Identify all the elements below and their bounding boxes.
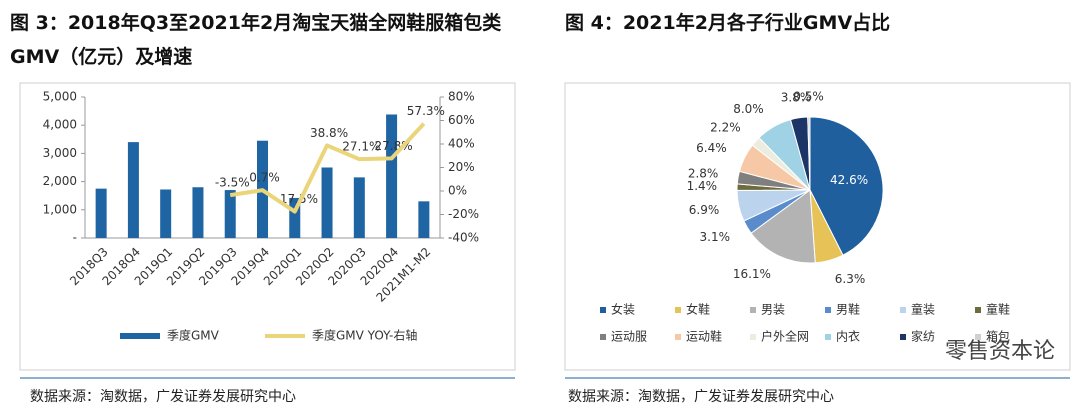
legend-swatch [825,307,831,313]
pie-slice [809,116,884,256]
bar [289,197,301,238]
data-label: 27.1% [342,140,380,154]
source: 数据来源：淘数据，广发证券发展研究中心 [568,389,834,405]
legend-label: 箱包 [986,329,1010,344]
data-label: 3.8% [781,91,812,105]
legend-swatch [900,307,906,313]
y2-tick-label: -20% [448,207,479,221]
bar [127,142,139,238]
legend-label: 女装 [611,302,635,317]
y2-tick-label: 60% [448,113,475,127]
bar [192,187,204,238]
data-label: 6.4% [696,141,727,155]
data-label: 0.7% [249,171,280,185]
legend-swatch [750,334,756,340]
bar [418,201,430,238]
legend-label: 季度GMV YOY-右轴 [312,328,417,343]
y-tick-label: 2,000 [43,174,77,188]
legend-label: 家纺 [911,329,935,344]
y2-tick-label: 80% [448,90,475,104]
bar [386,114,398,238]
bar [95,188,107,238]
y-tick-label: 3,000 [43,146,77,160]
bar [353,177,365,238]
legend-label: 内衣 [836,329,860,344]
pie-slice [807,116,811,191]
chart-title: 图 4：2021年2月各子行业GMV占比 [565,12,891,34]
legend-swatch [600,307,606,313]
y-tick-label: 4,000 [43,118,77,132]
data-label: -3.5% [215,176,250,190]
legend-swatch [825,334,831,340]
data-label: 57.3% [407,104,445,118]
legend-label: 男装 [761,303,785,317]
line [229,122,426,214]
chart: 零售资本论 42.6% 女装 6.3% 女鞋 16.1% 男装 3.1% 男鞋 6.9% 童装 1.… [564,82,1071,379]
bar [160,189,172,238]
y-tick-label: 1,000 [43,202,77,216]
y-tick-label: 5,000 [43,90,77,104]
data-label: 3.1% [700,230,731,244]
legend-swatch [750,307,756,313]
y2-tick-label: 40% [448,137,475,151]
bar [321,167,333,238]
legend-swatch [975,307,981,313]
y2-tick-label: 0% [448,184,467,198]
data-label: 1.4% [687,179,718,193]
frame [19,82,516,371]
data-label: -17.5% [276,192,318,206]
legend-swatch [975,334,981,340]
legend-swatch [120,333,160,339]
frame [564,82,1071,371]
data-label: 16.1% [733,267,771,281]
data-label: 0.5% [793,90,824,104]
legend-label: 童装 [911,302,935,317]
legend-label: 季度GMV [167,328,220,343]
y2-tick-label: 20% [448,160,475,174]
legend-swatch [900,334,906,340]
data-label: 6.3% [835,272,866,286]
chart: - 1,000 2,000 3,000 4,000 5,000 -40% -20% 0% 20% 4… [19,82,516,379]
data-label: 8.0% [733,102,764,116]
data-label: 6.9% [689,203,720,217]
y-tick-label: - [73,231,77,245]
y2-tick-label: -40% [448,231,479,245]
legend-label: 男鞋 [836,302,860,317]
legend-swatch [675,307,681,313]
legend-swatch [675,334,681,340]
legend-label: 女鞋 [686,302,710,317]
legend-label: 运动服 [611,330,647,344]
data-label: 27.8% [375,139,413,153]
legend-swatch [600,334,606,340]
legend-label: 户外全网 [761,329,809,344]
data-label: 2.2% [710,121,741,135]
data-label: 2.8% [688,167,719,181]
pie-slice [750,189,816,264]
source: 数据来源：淘数据，广发证券发展研究中心 [30,389,296,405]
data-label: 38.8% [310,126,348,140]
watermark: 零售资本论 [945,339,1055,364]
legend-label: 运动鞋 [686,329,722,344]
data-label: 42.6% [830,173,868,187]
legend-label: 童鞋 [986,302,1010,317]
bar [224,190,236,238]
chart-title: 图 3：2018年Q3至2021年2月淘宝天猫全网鞋服箱包类GMV（亿元）及增速 [10,12,502,68]
